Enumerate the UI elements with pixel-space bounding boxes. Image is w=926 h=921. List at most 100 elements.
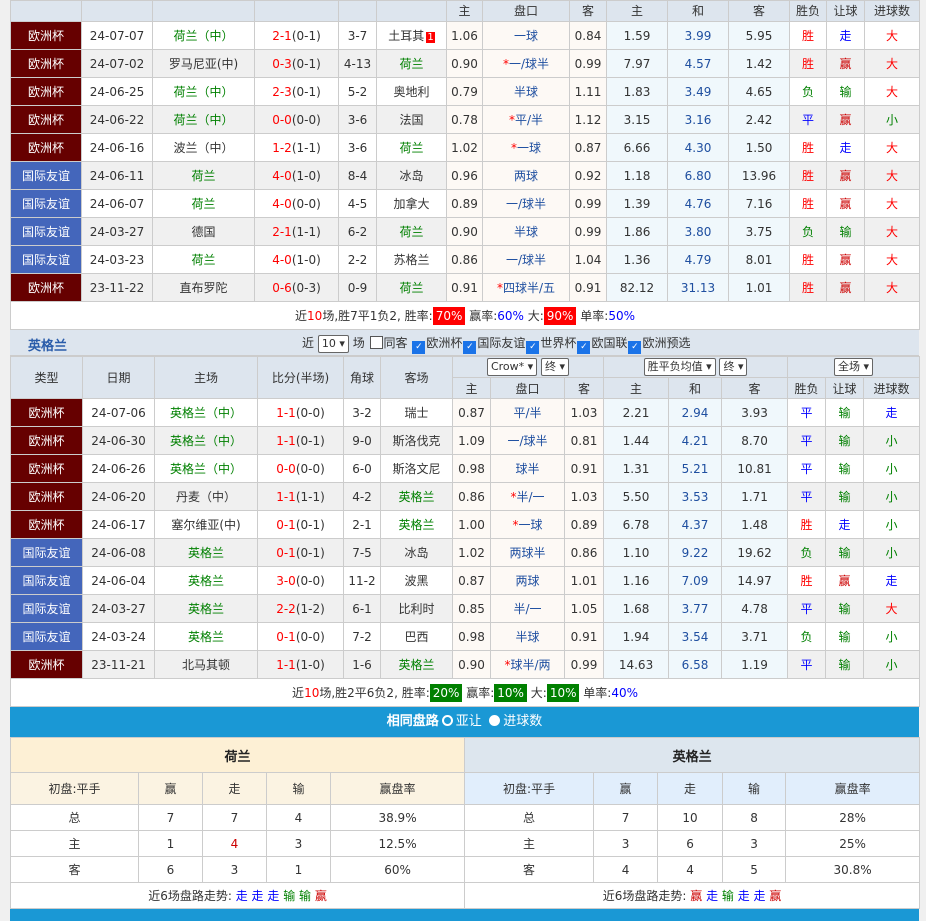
away-odds-cell: 0.99 <box>563 650 605 679</box>
col-score: 比分(半场) <box>257 356 344 399</box>
col-goals: 进球数 <box>863 377 921 399</box>
away-team-cell: 比利时 <box>380 594 453 623</box>
full-score: 1-1 <box>276 657 296 672</box>
header-row: 类型 日期 主场 比分(半场) 角球 客场 Crow* ▾ 终 ▾ 胜平负均值 … <box>10 356 921 399</box>
home-win-odds-cell: 1.86 <box>606 217 668 246</box>
col-header: 赢 <box>593 772 659 805</box>
col-handicap: 盘口 <box>490 377 565 399</box>
avg-select[interactable]: 胜平负均值 ▾ <box>643 358 716 376</box>
company-select[interactable]: Crow* ▾ <box>486 358 538 376</box>
away-win-odds-cell: 8.70 <box>721 426 789 455</box>
handicap-cell: *球半/两 <box>490 650 565 679</box>
draw-odds-cell: 3.16 <box>667 105 729 134</box>
handicap-star: * <box>504 658 511 672</box>
home-win-odds-cell: 14.63 <box>603 650 670 679</box>
stat-cell: 总 <box>464 804 595 831</box>
league-checkbox[interactable]: ✓ <box>412 341 426 354</box>
home-win-odds-cell: 1.44 <box>603 426 670 455</box>
home-win-odds-cell: 1.18 <box>606 161 668 190</box>
trend-item: 走 <box>749 889 766 903</box>
date-cell: 24-06-11 <box>81 161 153 190</box>
league-checkbox[interactable]: ✓ <box>463 341 477 354</box>
handicap-star: * <box>512 518 519 532</box>
col-handicap: 盘口 <box>482 0 570 22</box>
handicap-result-cell: 输 <box>825 622 865 651</box>
stat-cell: 60% <box>329 856 466 883</box>
same-handicap-title: 相同盘路 <box>386 714 439 729</box>
result-cell: 平 <box>787 594 827 623</box>
draw-odds-cell: 6.58 <box>668 650 723 679</box>
match-row: 欧洲杯 24-06-17 塞尔维亚(中) 0-1(0-1) 2-1 英格兰 1.00 *一球 0… <box>10 510 921 539</box>
league-type-cell: 国际友谊 <box>10 189 82 218</box>
trend-row: 近6场盘路走势: 走 走 走 输 输 赢近6场盘路走势: 赢 走 输 走 走 赢 <box>9 882 921 909</box>
handicap-value: 半球 <box>513 85 538 99</box>
corner-cell: 4-5 <box>338 189 377 218</box>
corner-cell: 9-0 <box>343 426 381 455</box>
goals-result-cell: 小 <box>863 650 921 679</box>
league-checkbox[interactable]: ✓ <box>526 341 540 354</box>
away-win-odds-cell: 1.42 <box>728 49 790 78</box>
stat-cell: 6 <box>657 830 724 857</box>
analysis-panel: 主盘口客主和客胜负 让球 进球数 欧洲杯 24-07-07 荷兰（中） 2-1(0-1) 3… <box>9 0 921 921</box>
league-checkbox[interactable]: ✓ <box>577 341 591 354</box>
draw-odds-cell: 3.80 <box>667 217 729 246</box>
match-count-select[interactable]: 10 ▾ <box>317 335 349 353</box>
handicap-value: 一球 <box>518 518 543 532</box>
date-cell: 24-06-07 <box>81 189 153 218</box>
home-team-cell: 塞尔维亚(中) <box>154 510 258 539</box>
radio-asian[interactable] <box>441 715 453 726</box>
league-type-cell: 国际友谊 <box>10 622 83 651</box>
league-checkbox[interactable]: ✓ <box>628 341 642 354</box>
match-row: 国际友谊 24-06-11 荷兰 4-0(1-0) 8-4 冰岛 0.96 两球 0.92 1.1… <box>10 161 920 190</box>
away-odds-cell: 0.86 <box>563 538 605 567</box>
trend-item: 走 <box>231 889 248 903</box>
full-score: 3-0 <box>276 573 296 588</box>
result-cell: 胜 <box>789 161 827 190</box>
home-win-odds-cell: 6.66 <box>606 133 668 162</box>
header-row: 主盘口客主和客胜负 让球 进球数 <box>10 0 920 22</box>
over-rate-label: 大: <box>523 309 544 323</box>
home-odds-cell: 0.78 <box>446 105 483 134</box>
match-row: 欧洲杯 23-11-22 直布罗陀 0-6(0-3) 0-9 荷兰 0.91 *四球半/五 0.… <box>10 273 920 302</box>
goals-result-cell: 走 <box>863 398 921 427</box>
period-select[interactable]: 全场 ▾ <box>834 358 874 376</box>
league-label: 国际友谊 <box>477 336 526 350</box>
result-cell: 胜 <box>789 21 827 50</box>
home-team-cell: 荷兰（中） <box>152 21 255 50</box>
summary-record: 场,胜7平1负2, 胜率: <box>322 309 433 323</box>
trend-item: 走 <box>702 889 719 903</box>
home-odds-cell: 1.02 <box>452 538 491 567</box>
handicap-value: 半球 <box>513 225 538 239</box>
win-rate-badge: 70% <box>432 307 466 325</box>
away-odds-cell: 0.87 <box>569 133 607 162</box>
away-win-odds-cell: 7.16 <box>728 189 790 218</box>
stat-cell: 10 <box>657 804 724 831</box>
stat-row: 总 7 7 4 38.9% 总 7 10 8 28% <box>10 804 921 831</box>
company-time-select[interactable]: 终 ▾ <box>541 358 570 376</box>
corner-cell: 7-5 <box>343 538 381 567</box>
away-win-odds-cell: 3.93 <box>721 398 789 427</box>
col-away-win: 客 <box>721 377 789 399</box>
goals-result-cell: 大 <box>864 49 920 78</box>
col-home-odds: 主 <box>452 377 491 399</box>
avg-time-select[interactable]: 终 ▾ <box>719 358 748 376</box>
home-win-odds-cell: 6.78 <box>603 510 670 539</box>
trend-cell: 近6场盘路走势: 赢 走 输 走 走 赢 <box>464 882 921 909</box>
away-odds-cell: 1.03 <box>563 398 605 427</box>
home-team-cell: 荷兰 <box>152 245 255 274</box>
handicap-value: 半/一 <box>513 602 542 616</box>
away-team-cell: 加拿大 <box>376 189 447 218</box>
col-header: 赢盘率 <box>785 772 921 805</box>
full-score: 4-0 <box>272 252 292 267</box>
handicap-star: * <box>508 113 515 127</box>
summary-cell: 近10场,胜2平6负2, 胜率: 20% 赢率: 10% 大: 10% 单率:40% <box>9 678 921 707</box>
corner-cell: 4-2 <box>343 482 381 511</box>
stat-cell: 8 <box>722 804 787 831</box>
home-odds-cell: 1.06 <box>446 21 483 50</box>
summary-row: 近10场,胜2平6负2, 胜率: 20% 赢率: 10% 大: 10% 单率:40% <box>9 678 921 707</box>
same-venue-checkbox[interactable] <box>369 336 383 349</box>
away-team-cell: 斯洛文尼 <box>380 454 453 483</box>
handicap-cell: 半球 <box>482 77 570 106</box>
radio-goals[interactable] <box>489 715 501 726</box>
handicap-cell: 一/球半 <box>482 189 570 218</box>
